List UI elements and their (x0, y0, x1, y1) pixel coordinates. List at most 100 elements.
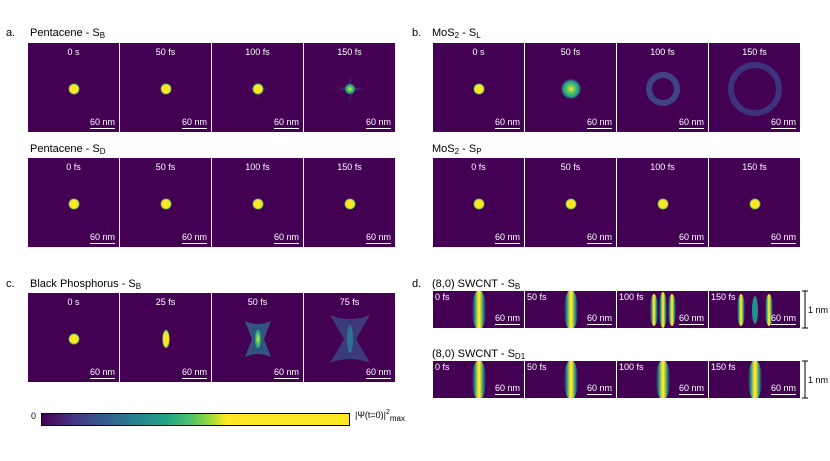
b-row2-frame4: 150 fs 60 nm (708, 157, 801, 248)
time-label: 100 fs (245, 162, 270, 172)
time-label: 150 fs (742, 47, 767, 57)
d-row2-frame4: 150 fs 60 nm (708, 360, 801, 399)
one-nm-scale-bar (802, 290, 808, 329)
exciton-wavepacket (68, 83, 80, 95)
scale-bar: 60 nm (89, 367, 115, 379)
a-row2-frame1: 0 fs 60 nm (27, 157, 120, 248)
b-row1-frame2: 50 fs 60 nm (524, 42, 617, 133)
c-row1-frame1: 0 s 60 nm (27, 292, 120, 383)
time-label: 50 fs (155, 162, 176, 172)
colorbar-min-label: 0 (31, 411, 37, 421)
scale-bar: 60 nm (770, 313, 796, 325)
time-label: 100 fs (650, 162, 675, 172)
exciton-core (254, 327, 262, 351)
panel-a-row2-title: Pentacene - SD (30, 143, 106, 156)
one-nm-scale-bar (802, 360, 808, 399)
panel-c-label: c. (6, 278, 15, 290)
time-label: 0 s (472, 47, 485, 57)
scale-bar: 60 nm (365, 117, 391, 129)
scale-bar: 60 nm (494, 117, 520, 129)
scale-bar: 60 nm (181, 367, 207, 379)
scale-bar: 60 nm (586, 232, 612, 244)
time-label: 150 fs (742, 162, 767, 172)
exciton-lobe (659, 292, 667, 328)
c-row1-frame3: 50 fs 60 nm (211, 292, 304, 383)
exciton-lobe (650, 294, 658, 326)
d-row1-frame1: 0 fs 60 nm (432, 290, 525, 329)
time-label: 150 fs (337, 47, 362, 57)
exciton-ring (646, 72, 680, 106)
time-label: 50 fs (155, 47, 176, 57)
exciton-wavepacket (472, 361, 486, 398)
time-label: 0 s (67, 47, 80, 57)
d-row2-frame2: 50 fs 60 nm (524, 360, 617, 399)
exciton-wavepacket (252, 83, 264, 95)
scale-bar: 60 nm (273, 117, 299, 129)
exciton-wavepacket (344, 198, 356, 210)
time-label: 0 fs (435, 362, 450, 372)
scale-bar: 60 nm (586, 117, 612, 129)
time-label: 0 s (67, 297, 80, 307)
panel-d-row1-title: (8,0) SWCNT - SB (432, 278, 521, 291)
scale-bar: 60 nm (770, 117, 796, 129)
b-row2-frame1: 0 fs 60 nm (432, 157, 525, 248)
scale-bar: 60 nm (181, 232, 207, 244)
d-row1-frame2: 50 fs 60 nm (524, 290, 617, 329)
exciton-wavepacket (560, 78, 582, 100)
time-label: 50 fs (527, 362, 547, 372)
scale-bar: 60 nm (586, 313, 612, 325)
scale-bar: 60 nm (365, 232, 391, 244)
time-label: 0 fs (66, 162, 81, 172)
time-label: 150 fs (711, 362, 736, 372)
time-label: 150 fs (337, 162, 362, 172)
time-label: 50 fs (247, 297, 268, 307)
time-label: 25 fs (155, 297, 176, 307)
exciton-wavepacket (160, 83, 172, 95)
panel-b-row2-title: MoS2 - SP (432, 143, 482, 156)
time-label: 150 fs (711, 292, 736, 302)
exciton-wavepacket (162, 329, 170, 349)
b-row1-frame4: 150 fs 60 nm (708, 42, 801, 133)
scale-bar: 60 nm (770, 383, 796, 395)
time-label: 100 fs (245, 47, 270, 57)
exciton-wavepacket (252, 198, 264, 210)
exciton-wavepacket (656, 361, 670, 398)
a-row2-frame3: 100 fs 60 nm (211, 157, 304, 248)
d-row2-frame3: 100 fs 60 nm (616, 360, 709, 399)
panel-d-row2-title: (8,0) SWCNT - SD1 (432, 348, 526, 361)
a-row1-frame3: 100 fs 60 nm (211, 42, 304, 133)
exciton-wavepacket (565, 198, 577, 210)
exciton-wavepacket (160, 198, 172, 210)
exciton-wavepacket (748, 361, 762, 398)
exciton-core (347, 325, 353, 353)
panel-a-label: a. (6, 27, 16, 39)
exciton-wavepacket (68, 333, 80, 345)
exciton-wavepacket (344, 83, 356, 95)
scale-bar: 60 nm (678, 117, 704, 129)
d-row1-frame3: 100 fs 60 nm (616, 290, 709, 329)
exciton-wavepacket (472, 291, 486, 328)
exciton-wavepacket (564, 291, 578, 328)
time-label: 0 fs (471, 162, 486, 172)
a-row2-frame2: 50 fs 60 nm (119, 157, 212, 248)
scale-bar: 60 nm (678, 313, 704, 325)
time-label: 0 fs (435, 292, 450, 302)
time-label: 100 fs (619, 362, 644, 372)
exciton-lobe (737, 294, 745, 326)
exciton-wavepacket (68, 198, 80, 210)
a-row1-frame1: 0 s 60 nm (27, 42, 120, 133)
scale-bar: 60 nm (89, 117, 115, 129)
scale-bar: 60 nm (678, 232, 704, 244)
b-row2-frame3: 100 fs 60 nm (616, 157, 709, 248)
d-row2-frame1: 0 fs 60 nm (432, 360, 525, 399)
exciton-wavepacket (749, 198, 761, 210)
scale-bar: 60 nm (678, 383, 704, 395)
panel-b-row1-title: MoS2 - SL (432, 27, 481, 40)
scale-bar: 60 nm (494, 383, 520, 395)
scale-bar: 60 nm (586, 383, 612, 395)
b-row1-frame1: 0 s 60 nm (432, 42, 525, 133)
colorbar (41, 413, 350, 426)
time-label: 100 fs (650, 47, 675, 57)
exciton-wavepacket (473, 83, 485, 95)
scale-bar: 60 nm (273, 367, 299, 379)
